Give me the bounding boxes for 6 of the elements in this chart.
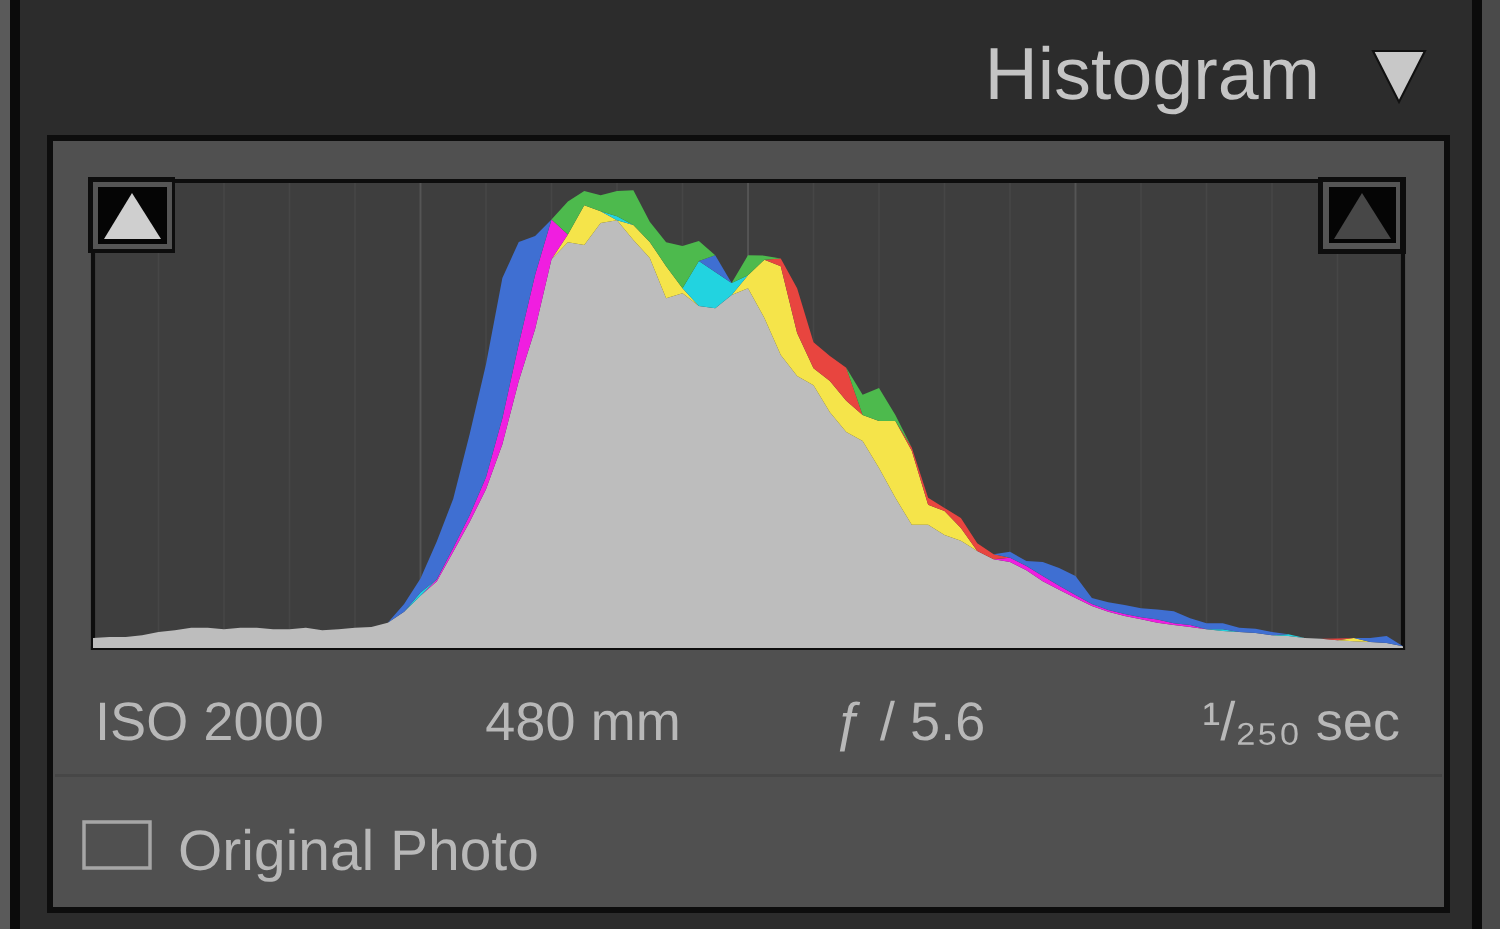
text: ¹/₂₅₀ sec [1204, 700, 1399, 745]
text: Original Photo [180, 828, 537, 882]
text: ƒ / 5.6 [839, 700, 983, 752]
text: ISO 2000 [100, 702, 322, 741]
text: 480 mm [486, 702, 678, 741]
chart-title: Histogram [990, 45, 1316, 115]
